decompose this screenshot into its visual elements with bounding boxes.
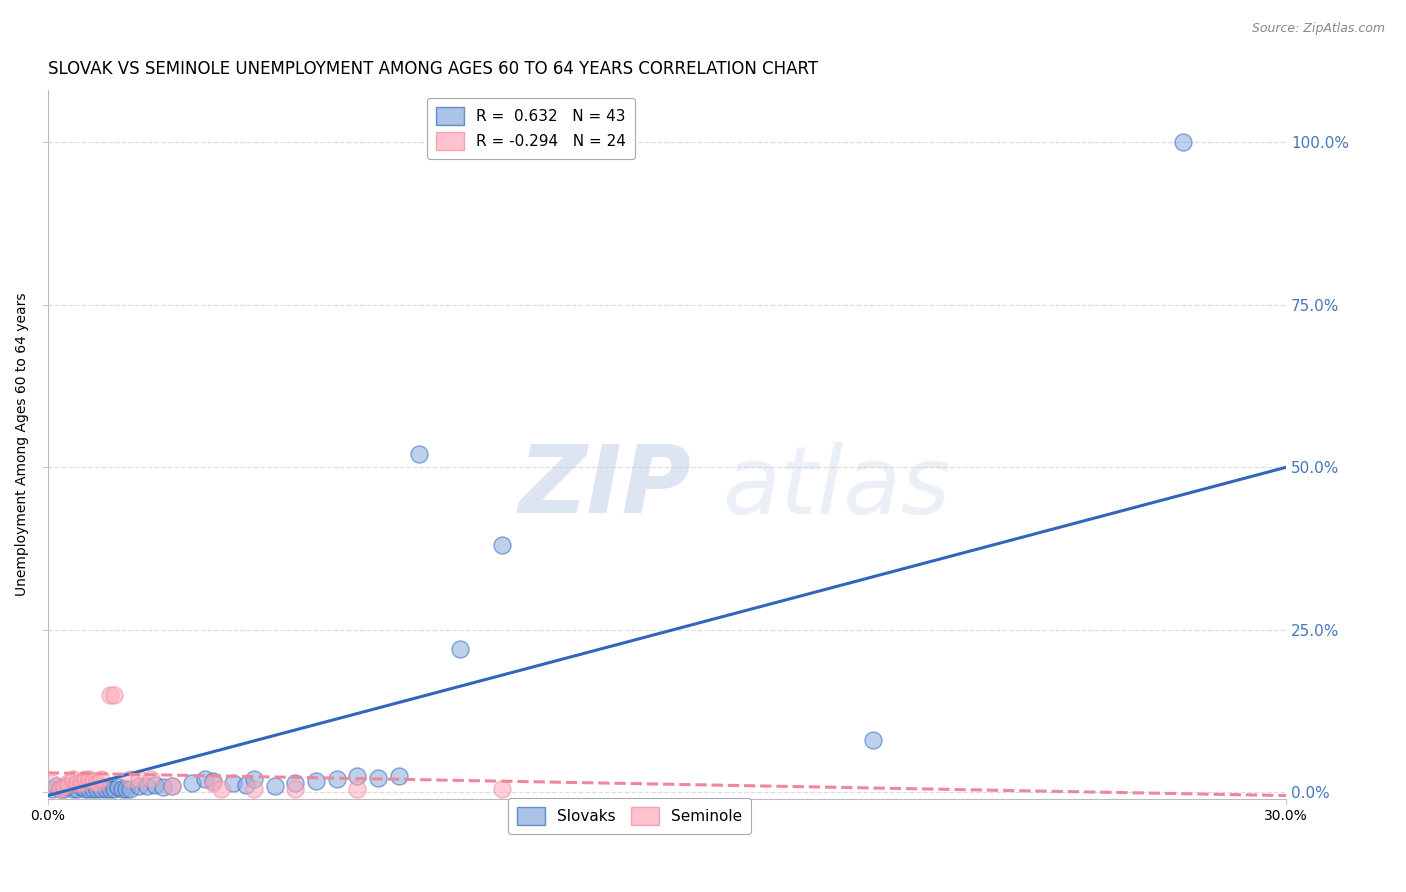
- Point: [86, 775, 108, 789]
- Point: [408, 447, 430, 461]
- Point: [103, 782, 125, 797]
- Point: [41, 782, 63, 797]
- Point: [222, 775, 245, 789]
- Point: [450, 642, 472, 657]
- Point: [201, 773, 224, 788]
- Point: [98, 688, 121, 702]
- Point: [69, 780, 91, 794]
- Point: [284, 782, 307, 797]
- Point: [45, 779, 67, 793]
- Y-axis label: Unemployment Among Ages 60 to 64 years: Unemployment Among Ages 60 to 64 years: [15, 293, 30, 596]
- Point: [90, 772, 112, 787]
- Point: [387, 769, 409, 783]
- Point: [128, 772, 150, 787]
- Point: [58, 775, 80, 789]
- Point: [346, 769, 368, 783]
- Point: [94, 782, 117, 797]
- Text: Source: ZipAtlas.com: Source: ZipAtlas.com: [1251, 22, 1385, 36]
- Point: [62, 772, 84, 787]
- Point: [152, 780, 174, 794]
- Point: [53, 779, 76, 793]
- Point: [284, 775, 307, 789]
- Point: [143, 778, 166, 792]
- Point: [98, 782, 121, 797]
- Text: SLOVAK VS SEMINOLE UNEMPLOYMENT AMONG AGES 60 TO 64 YEARS CORRELATION CHART: SLOVAK VS SEMINOLE UNEMPLOYMENT AMONG AG…: [48, 60, 818, 78]
- Point: [103, 688, 125, 702]
- Point: [53, 782, 76, 797]
- Point: [115, 782, 138, 797]
- Point: [90, 782, 112, 797]
- Point: [263, 779, 285, 793]
- Point: [82, 773, 104, 788]
- Point: [41, 775, 63, 789]
- Point: [120, 782, 142, 797]
- Text: atlas: atlas: [723, 442, 950, 533]
- Point: [49, 782, 72, 797]
- Point: [66, 775, 89, 789]
- Point: [235, 778, 257, 792]
- Point: [73, 782, 96, 797]
- Point: [325, 772, 347, 787]
- Point: [135, 779, 157, 793]
- Point: [120, 772, 142, 787]
- Point: [160, 779, 183, 793]
- Point: [128, 779, 150, 793]
- Point: [491, 782, 513, 797]
- Point: [139, 772, 162, 787]
- Point: [305, 773, 328, 788]
- Point: [73, 772, 96, 787]
- Point: [58, 779, 80, 793]
- Point: [77, 782, 100, 797]
- Point: [346, 782, 368, 797]
- Point: [82, 782, 104, 797]
- Point: [201, 775, 224, 789]
- Point: [69, 775, 91, 789]
- Point: [86, 782, 108, 797]
- Point: [107, 780, 129, 794]
- Legend: Slovaks, Seminole: Slovaks, Seminole: [509, 797, 751, 834]
- Point: [62, 782, 84, 797]
- Point: [194, 772, 217, 787]
- Point: [209, 782, 232, 797]
- Point: [491, 538, 513, 552]
- Point: [862, 733, 884, 747]
- Point: [243, 782, 266, 797]
- Point: [77, 772, 100, 787]
- Point: [49, 782, 72, 797]
- Point: [160, 779, 183, 793]
- Point: [181, 775, 204, 789]
- Point: [1171, 135, 1194, 149]
- Text: ZIP: ZIP: [519, 441, 692, 533]
- Point: [111, 782, 134, 797]
- Point: [66, 782, 89, 797]
- Point: [367, 771, 389, 785]
- Point: [243, 772, 266, 787]
